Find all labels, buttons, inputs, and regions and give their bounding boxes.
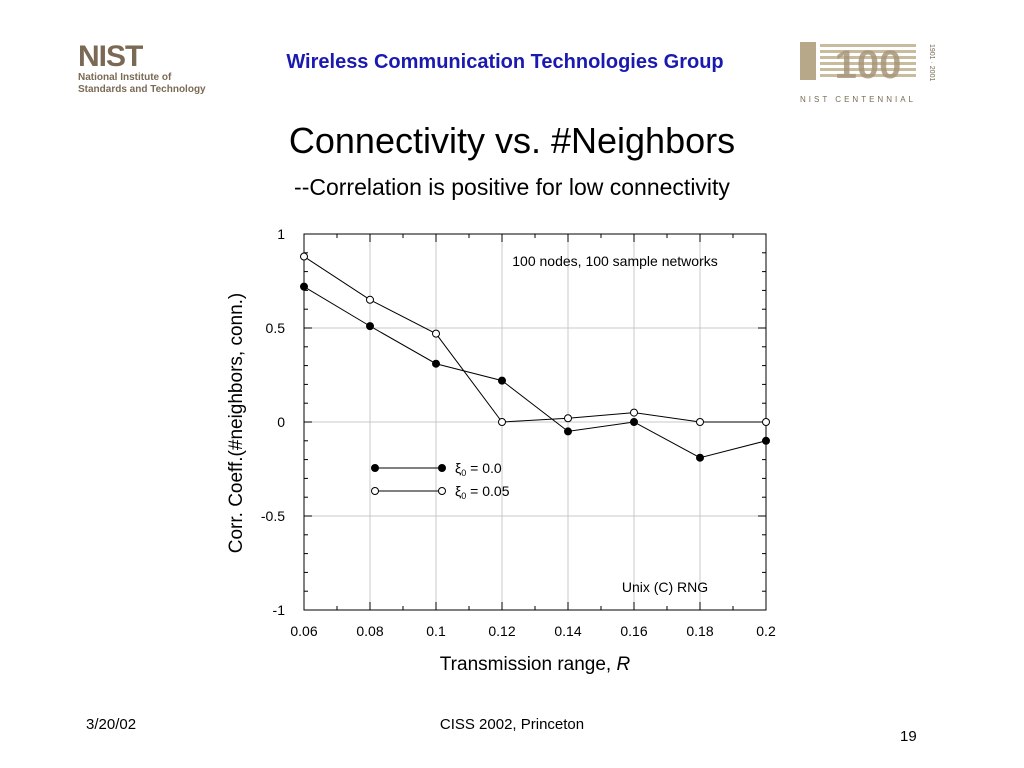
y-tick-label: -1 — [273, 602, 286, 618]
legend-subscript: 0 — [461, 491, 466, 501]
footer-date: 3/20/02 — [86, 716, 137, 733]
annotation-rng: Unix (C) RNG — [622, 579, 708, 595]
series-point-1 — [366, 295, 374, 304]
series-point-1 — [564, 414, 572, 423]
series-point-0 — [366, 322, 374, 331]
centennial-number: 100 — [835, 43, 902, 87]
nist-logo-line2: Standards and Technology — [78, 84, 206, 95]
legend-label-1: ξ0 = 0.05 — [455, 483, 510, 501]
nist-logo: NIST National Institute of Standards and… — [78, 42, 220, 100]
x-tick-label: 0.1 — [426, 623, 446, 639]
series-point-0 — [564, 427, 572, 436]
slide-subtitle: --Correlation is positive for low connec… — [294, 174, 730, 200]
series-point-0 — [300, 282, 308, 291]
slide-title: Connectivity vs. #Neighbors — [288, 120, 736, 161]
chart-ticks: 0.06 0.08 0.1 0.12 0.14 0.16 0.18 0.2 1 0.5 0 -0.5 -… — [261, 226, 776, 639]
series-point-1 — [300, 252, 308, 261]
centennial-bar-1 — [800, 42, 816, 80]
legend-marker-1 — [438, 487, 446, 495]
centennial-stripes — [820, 44, 916, 77]
footer-conference: CISS 2002, Princeton — [439, 716, 585, 733]
chart-legend: ξ0 = 0.0ξ0 = 0.05 — [371, 460, 510, 501]
legend-value: = 0.0 — [466, 460, 502, 476]
series-point-0 — [498, 376, 506, 385]
nist-logo-wordmark: NIST — [78, 40, 143, 73]
legend-symbol: ξ — [455, 460, 461, 476]
legend-subscript: 0 — [461, 468, 466, 478]
group-title: Wireless Communication Technologies Grou… — [286, 51, 724, 73]
series-line-1 — [303, 256, 766, 423]
x-axis-label: Transmission range, R — [440, 654, 631, 675]
legend-value: = 0.05 — [466, 483, 509, 499]
legend-symbol: ξ — [455, 483, 461, 499]
x-tick-label: 0.2 — [756, 623, 776, 639]
chart-series — [300, 252, 770, 462]
y-tick-label: 0.5 — [266, 320, 286, 336]
y-tick-label: -0.5 — [261, 508, 285, 524]
legend-marker-0 — [371, 464, 379, 472]
series-line-0 — [303, 286, 767, 459]
legend-marker-0 — [438, 464, 446, 472]
series-point-0 — [630, 418, 638, 426]
nist-centennial-logo: 100 1901 · 2001 NIST CENTENNIAL — [800, 42, 935, 104]
legend-label-0: ξ0 = 0.0 — [455, 460, 502, 478]
series-point-0 — [762, 436, 770, 445]
x-axis-label-variable: R — [616, 654, 630, 675]
centennial-years: 1901 · 2001 — [928, 44, 935, 81]
series-point-0 — [432, 359, 440, 368]
centennial-label: NIST CENTENNIAL — [800, 95, 916, 104]
y-tick-label: 0 — [277, 414, 285, 430]
series-point-0 — [696, 453, 704, 462]
nist-logo-line1: National Institute of — [78, 72, 172, 83]
x-tick-label: 0.12 — [488, 623, 515, 639]
x-tick-label: 0.18 — [686, 623, 713, 639]
annotation-sample-networks: 100 nodes, 100 sample networks — [512, 253, 717, 269]
series-point-1 — [696, 418, 704, 426]
x-tick-label: 0.14 — [554, 623, 581, 639]
x-axis-label-text: Transmission range, — [440, 654, 617, 675]
y-axis-label: Corr. Coeff.(#neighbors, conn.) — [226, 293, 247, 554]
y-tick-label: 1 — [277, 226, 285, 242]
x-tick-label: 0.08 — [356, 623, 383, 639]
series-point-1 — [498, 418, 506, 426]
series-point-1 — [762, 418, 770, 426]
footer-page-number: 19 — [900, 728, 917, 745]
series-point-1 — [630, 408, 638, 417]
x-tick-label: 0.16 — [620, 623, 647, 639]
series-point-1 — [432, 329, 440, 338]
x-tick-label: 0.06 — [290, 623, 317, 639]
legend-marker-1 — [371, 487, 379, 495]
